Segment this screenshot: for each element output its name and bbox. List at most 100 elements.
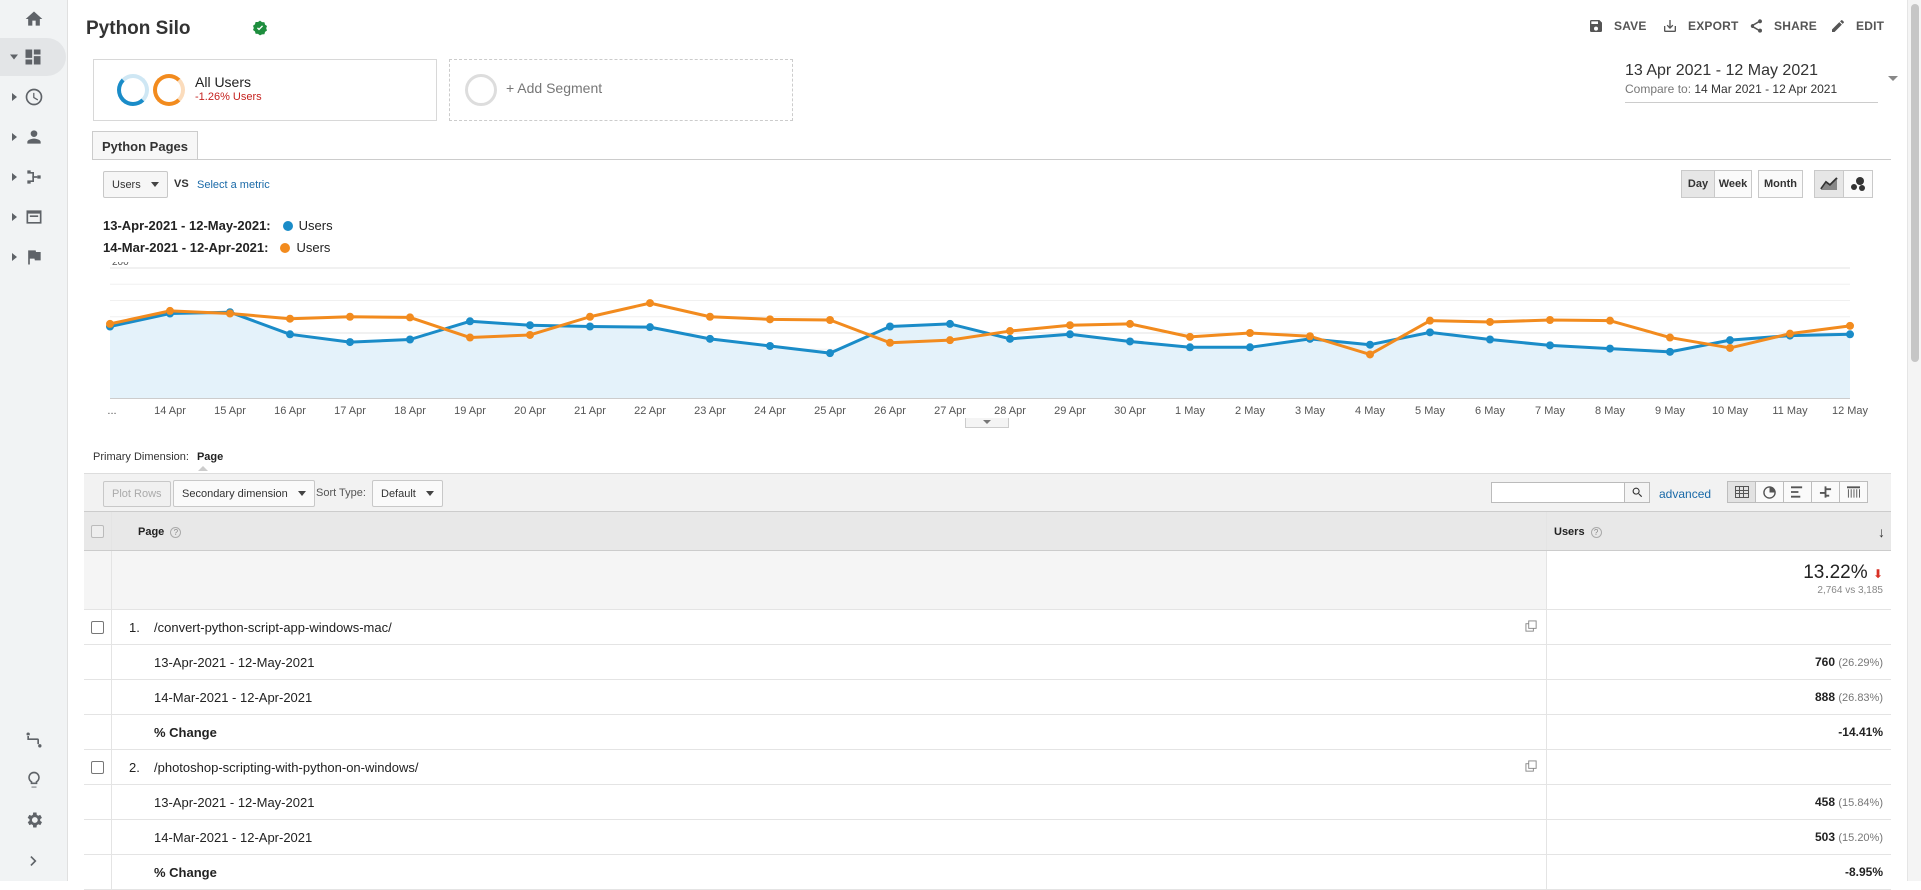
data-point-current: [1246, 343, 1254, 352]
data-point-current: [826, 349, 834, 358]
secondary-dimension-select[interactable]: Secondary dimension: [173, 480, 315, 507]
data-point-previous: [1486, 317, 1494, 326]
nav-conversions[interactable]: [0, 238, 68, 276]
share-button[interactable]: SHARE: [1748, 18, 1817, 34]
view-pivot-button[interactable]: [1839, 481, 1868, 503]
page-scrollbar[interactable]: [1907, 0, 1921, 881]
date-range-compare: 14 Mar 2021 - 12 Apr 2021: [1694, 82, 1838, 96]
row-page-link[interactable]: /convert-python-script-app-windows-mac/: [154, 620, 392, 635]
granularity-month-button[interactable]: Month: [1758, 170, 1803, 198]
date-range-picker[interactable]: 13 Apr 2021 - 12 May 2021 Compare to: 14…: [1625, 62, 1898, 103]
caret-right-icon: [12, 93, 17, 101]
row-page-cell: % Change: [111, 855, 1547, 889]
view-performance-button[interactable]: [1783, 481, 1812, 503]
scrollbar-thumb[interactable]: [1911, 4, 1919, 362]
edit-label: EDIT: [1856, 19, 1885, 33]
legend-current-range: 13-Apr-2021 - 12-May-2021:: [103, 218, 271, 233]
open-page-icon[interactable]: [1525, 620, 1538, 636]
nav-expand[interactable]: [0, 842, 68, 880]
total-page-cell: [111, 551, 1547, 609]
segment-all-users[interactable]: All Users -1.26% Users: [93, 59, 437, 121]
open-page-icon[interactable]: [1525, 760, 1538, 776]
primary-dimension-value[interactable]: Page: [196, 451, 224, 463]
add-segment-button[interactable]: + Add Segment: [449, 59, 793, 121]
view-comparison-button[interactable]: [1811, 481, 1840, 503]
tab-python-pages[interactable]: Python Pages: [92, 131, 198, 160]
header-check-cell: [84, 512, 111, 550]
row-pct: (26.83%): [1838, 692, 1883, 704]
download-icon: [1664, 20, 1676, 32]
line-chart-toggle[interactable]: [1814, 170, 1844, 198]
legend-dot-orange: [280, 242, 291, 253]
nav-audience[interactable]: [0, 118, 68, 156]
data-point-previous: [1066, 321, 1074, 330]
help-icon[interactable]: ?: [1590, 526, 1602, 538]
acquisition-icon: [27, 170, 41, 184]
granularity-day-button[interactable]: Day: [1681, 170, 1715, 198]
plot-rows-button[interactable]: Plot Rows: [103, 481, 171, 507]
x-tick-label: 4 May: [1355, 405, 1385, 417]
row-users-cell: -8.95%: [1547, 855, 1891, 889]
pivot-icon: [1847, 486, 1860, 498]
primary-dimension: Primary Dimension: Page: [93, 451, 223, 463]
granularity-week-button[interactable]: Week: [1714, 170, 1752, 198]
row-date-range: 14-Mar-2021 - 12-Apr-2021: [154, 830, 313, 845]
chart-collapse-handle[interactable]: [965, 418, 1009, 428]
row-check-cell: [84, 715, 111, 749]
sort-type-select[interactable]: Default: [372, 480, 443, 507]
segment-change: -1.26% Users: [195, 91, 262, 103]
row-page-cell: 13-Apr-2021 - 12-May-2021: [111, 645, 1547, 679]
help-icon[interactable]: ?: [170, 526, 182, 538]
save-icon: [1590, 20, 1602, 32]
pie-icon: [1763, 485, 1776, 499]
users-column-header[interactable]: Users? ↓: [1547, 512, 1891, 550]
nav-realtime[interactable]: [0, 78, 68, 116]
vs-label: VS: [174, 178, 189, 190]
save-button[interactable]: SAVE: [1588, 18, 1647, 34]
table-search-input[interactable]: [1491, 482, 1625, 503]
x-tick-label: 23 Apr: [694, 405, 726, 417]
data-point-previous: [646, 299, 654, 308]
metric-select[interactable]: Users: [103, 171, 168, 198]
select-metric-link[interactable]: Select a metric: [197, 179, 270, 191]
table-row: % Change -8.95%: [84, 855, 1891, 890]
edit-button[interactable]: EDIT: [1830, 18, 1884, 34]
export-button[interactable]: EXPORT: [1662, 18, 1739, 34]
nav-behavior[interactable]: [0, 198, 68, 236]
row-users-cell: 458 (15.84%): [1547, 785, 1891, 819]
motion-chart-toggle[interactable]: [1843, 170, 1873, 198]
secondary-dimension-label: Secondary dimension: [182, 487, 288, 500]
row-page-cell: 14-Mar-2021 - 12-Apr-2021: [111, 820, 1547, 854]
select-all-checkbox[interactable]: [91, 525, 104, 538]
nav-home[interactable]: [0, 0, 68, 38]
data-point-previous: [1666, 333, 1674, 342]
sort-descending-icon[interactable]: ↓: [1878, 524, 1885, 540]
row-checkbox[interactable]: [91, 761, 104, 774]
nav-customization[interactable]: [0, 38, 66, 76]
date-range-underline: [1625, 102, 1878, 103]
audience-icon: [27, 130, 41, 144]
nav-acquisition[interactable]: [0, 158, 68, 196]
row-page-link[interactable]: /photoshop-scripting-with-python-on-wind…: [154, 760, 419, 775]
series-line-previous: [109, 301, 1851, 356]
view-percentage-button[interactable]: [1755, 481, 1784, 503]
line-chart-icon: [1820, 177, 1838, 190]
row-value: 888: [1814, 690, 1836, 704]
nav-discover[interactable]: [0, 761, 68, 799]
legend-current: 13-Apr-2021 - 12-May-2021: Users: [103, 218, 333, 233]
caret-right-icon: [12, 133, 17, 141]
view-data-button[interactable]: [1727, 481, 1756, 503]
series-area-fill: [110, 312, 1850, 398]
nav-attribution[interactable]: [0, 721, 68, 759]
nav-admin[interactable]: [0, 801, 68, 839]
row-change-value: -14.41%: [1838, 725, 1883, 739]
grid-icon: [1734, 486, 1749, 498]
y-tick-label: 200: [112, 262, 129, 268]
advanced-filter-link[interactable]: advanced: [1659, 487, 1712, 501]
data-table: Page? Users? ↓ 13.22% ⬇ 2,764 vs 3,185 1…: [84, 511, 1891, 890]
row-checkbox[interactable]: [91, 621, 104, 634]
chevron-down-icon: [983, 420, 991, 424]
page-column-header[interactable]: Page?: [111, 512, 1547, 550]
row-users-cell: [1547, 750, 1891, 784]
table-search-button[interactable]: [1624, 482, 1650, 503]
